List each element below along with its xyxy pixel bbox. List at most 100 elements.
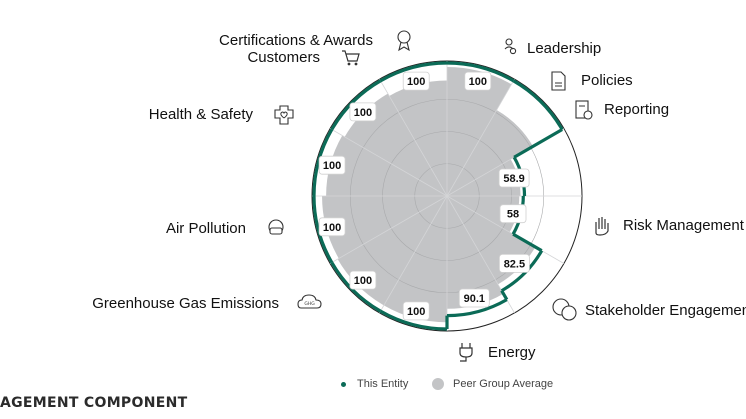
people-icon-head2 [509,47,517,55]
entity-arc-8 [312,195,334,264]
value-label-text-6: 100 [407,306,425,318]
cart-icon [342,50,360,66]
medical-icon-cross [274,105,294,125]
value-label-text-9: 100 [323,160,341,172]
value-label-text-2: 58.9 [503,173,524,185]
value-label-text-10: 100 [354,107,372,119]
entity-arc-4 [500,249,544,293]
value-label-2: 58.9 [498,168,530,188]
medical-kit-icon [274,105,294,125]
value-label-box-11 [402,71,430,91]
legend-item-entity[interactable]: This Entity [341,378,408,390]
category-label-11: Certifications & Awards [219,32,373,49]
value-label-box-7 [349,270,377,290]
category-label-0: Leadership [527,40,601,57]
entity-arc-5 [446,298,508,318]
cart-icon-wheel [347,62,351,66]
grid-spoke-10 [329,128,448,197]
category-label-6: Energy [488,344,536,361]
value-label-11: 100 [402,71,430,91]
value-label-8: 100 [318,217,346,237]
value-label-box-5 [458,288,490,308]
value-label-6: 100 [402,301,430,321]
grid-spoke-1 [446,78,515,197]
people-icon-head [505,38,513,46]
peer-sector-6 [383,196,447,323]
grid-spoke-11 [379,78,448,197]
legend-dot-peer [432,378,444,390]
grid-spoke-4 [446,195,565,264]
award-icon-medal [397,30,411,44]
hand-shield-icon [595,217,609,236]
value-label-9: 100 [318,155,346,175]
cart-icon-wheel2 [354,62,358,66]
cloud-icon-outline [297,294,322,309]
people-icon [504,38,517,55]
category-label-8: Air Pollution [166,220,246,237]
value-label-box-6 [402,301,430,321]
value-label-10: 100 [349,102,377,122]
speech-icon-bubble2 [561,305,577,321]
report-check-icon [575,100,593,120]
value-label-text-7: 100 [354,275,372,287]
peer-sector-9 [326,135,447,196]
entity-connector-1 [513,128,563,159]
report-icon-page [575,100,589,119]
mask-icon [268,219,284,235]
entity-arc-0 [446,61,515,83]
legend-label-peer: Peer Group Average [453,378,554,390]
category-label-9: Health & Safety [149,106,254,123]
legend-dot-entity [341,381,346,387]
cloud-icon-text: GHG [304,301,315,307]
value-label-box-10 [349,102,377,122]
value-label-7: 100 [349,270,377,290]
entity-connector-4 [500,289,509,301]
category-label-4: Risk Management [623,217,745,234]
entity-arc-9 [312,128,334,197]
document-icon [551,71,566,91]
entity-arc-1 [512,79,564,131]
entity-connector-3 [512,232,543,253]
hand-icon-fingers [595,217,609,236]
document-icon-page [551,71,566,91]
value-label-text-3: 58 [507,209,519,221]
category-label-5: Stakeholder Engagement [585,302,746,319]
value-label-box-8 [318,217,346,237]
plug-icon [459,343,473,362]
value-label-text-4: 82.5 [504,258,525,270]
peer-sector-8 [322,196,447,259]
peer-sector-1 [447,110,533,196]
entity-arc-7 [330,261,382,313]
value-label-0: 100 [464,71,492,91]
entity-arc-10 [330,79,382,131]
grid-spoke-8 [329,195,448,264]
entity-arc-6 [379,309,448,331]
plug-icon-body [459,343,473,362]
value-label-5: 90.1 [458,288,490,308]
medical-icon-heart [280,111,288,119]
award-icon-ribbon [398,41,410,52]
report-icon-check [583,110,593,120]
peer-sector-5 [447,196,504,309]
value-label-box-9 [318,155,346,175]
value-label-box-2 [498,168,530,188]
mask-icon-mask [269,227,283,235]
value-label-4: 82.5 [498,253,530,273]
category-label-2: Reporting [604,101,669,118]
award-icon [397,30,411,52]
category-label-10: Customers [247,49,320,66]
legend-item-peer[interactable]: Peer Group Average [432,378,553,390]
value-label-text-5: 90.1 [464,293,485,305]
peer-sector-0 [447,67,512,196]
value-label-box-3 [499,204,527,224]
legend: This Entity Peer Group Average [0,378,746,394]
value-label-box-4 [498,253,530,273]
cart-icon-body [342,50,360,62]
section-title: AGEMENT COMPONENT [0,395,188,411]
category-label-1: Policies [581,72,633,89]
value-label-3: 58 [499,204,527,224]
value-label-text-8: 100 [323,222,341,234]
legend-label-entity: This Entity [357,378,409,390]
value-label-text-0: 100 [469,76,487,88]
